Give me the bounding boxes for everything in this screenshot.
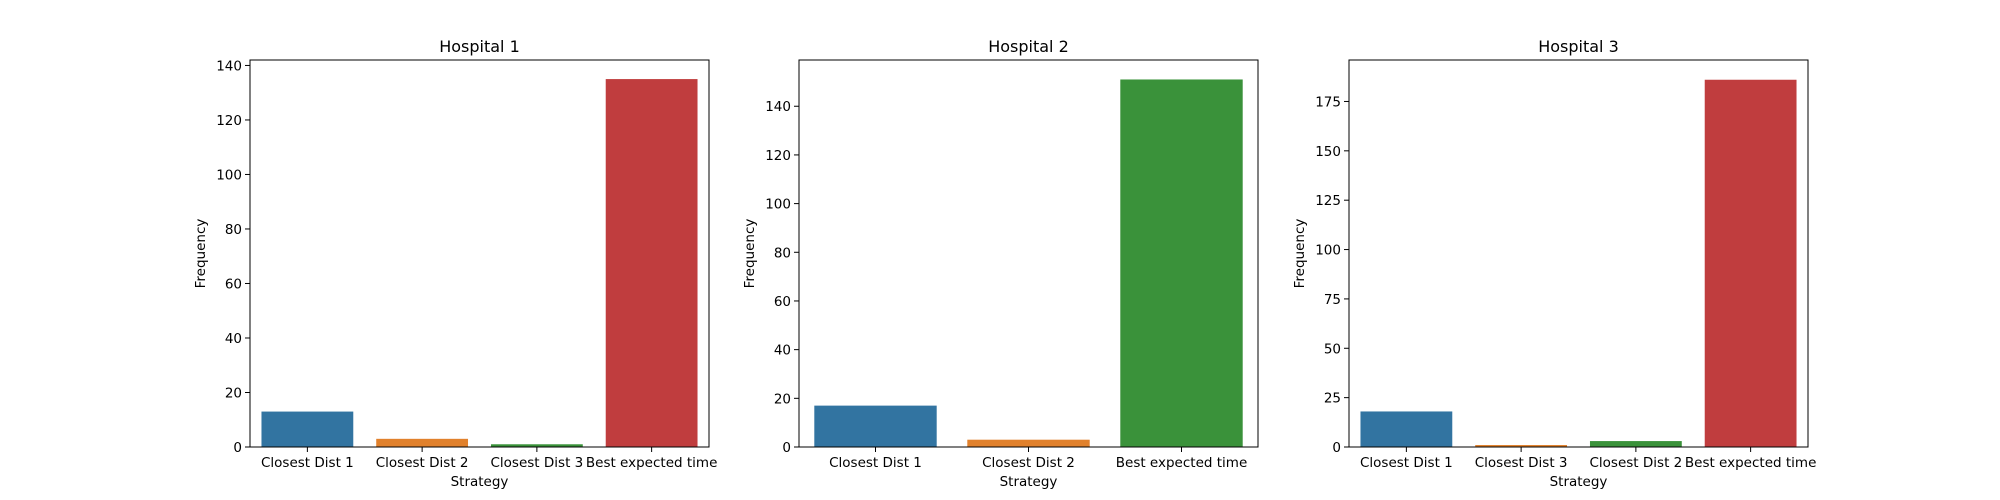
- y-tick-label: 50: [1324, 341, 1341, 357]
- axes-frame: [1348, 59, 1809, 448]
- bar-closest-dist-1: [814, 405, 937, 447]
- bar-closest-dist-2: [376, 438, 469, 447]
- x-tick-label: Closest Dist 3: [1475, 455, 1568, 471]
- chart-title: Hospital 3: [1538, 37, 1619, 56]
- bar-closest-dist-1: [261, 411, 354, 447]
- chart-panel-1: 0 20 40 60 80 100 120 140 Closest Dist 1 Closest …: [193, 37, 717, 490]
- bar-closest-dist-1: [1360, 411, 1453, 447]
- y-tick-label: 100: [1315, 243, 1341, 259]
- y-tick-label: 20: [774, 391, 791, 407]
- y-tick-label: 100: [216, 167, 242, 183]
- y-tick-label: 125: [1315, 193, 1341, 209]
- y-tick-label: 0: [782, 440, 791, 456]
- chart-panel-2: 0 20 40 60 80 100 120 140 Closest Dist 1 Closest …: [742, 37, 1259, 490]
- bar-closest-dist-2: [967, 439, 1090, 447]
- x-tick-label: Best expected time: [586, 455, 718, 471]
- y-tick-label: 60: [225, 276, 242, 292]
- x-axis-label: Strategy: [1000, 474, 1058, 490]
- y-tick-label: 175: [1315, 94, 1341, 110]
- chart-title: Hospital 1: [439, 37, 520, 56]
- bar-best-expected-time: [1704, 79, 1797, 447]
- y-tick-label: 75: [1324, 292, 1341, 308]
- x-tick-label: Best expected time: [1116, 455, 1248, 471]
- x-tick-label: Closest Dist 2: [982, 455, 1075, 471]
- bar-best-expected-time: [1120, 79, 1243, 448]
- y-tick-label: 150: [1315, 144, 1341, 160]
- axes-frame: [249, 59, 710, 448]
- y-axis-label: Frequency: [742, 219, 758, 289]
- y-tick-label: 140: [765, 99, 791, 115]
- bar-closest-dist-2: [1589, 441, 1682, 447]
- y-tick-label: 60: [774, 294, 791, 310]
- y-tick-label: 80: [774, 245, 791, 261]
- y-tick-label: 20: [225, 385, 242, 401]
- y-tick-label: 40: [774, 343, 791, 359]
- x-tick-label: Closest Dist 2: [1590, 455, 1683, 471]
- y-axis-label: Frequency: [193, 219, 209, 289]
- bar-closest-dist-3: [1475, 445, 1568, 447]
- y-tick-label: 120: [216, 113, 242, 129]
- x-tick-label: Best expected time: [1685, 455, 1817, 471]
- x-axis-label: Strategy: [1550, 474, 1608, 490]
- x-tick-label: Closest Dist 1: [1360, 455, 1453, 471]
- x-tick-label: Closest Dist 2: [376, 455, 469, 471]
- y-tick-label: 100: [765, 197, 791, 213]
- x-tick-label: Closest Dist 1: [829, 455, 922, 471]
- x-tick-label: Closest Dist 3: [491, 455, 584, 471]
- y-tick-label: 80: [225, 222, 242, 238]
- chart-panel-3: 0 25 50 75 100 125 150 175 Closest Dist 1 Closest…: [1292, 37, 1816, 490]
- y-tick-label: 140: [216, 58, 242, 74]
- y-tick-label: 0: [233, 440, 242, 456]
- bar-best-expected-time: [605, 79, 698, 448]
- chart-title: Hospital 2: [988, 37, 1069, 56]
- x-tick-label: Closest Dist 1: [261, 455, 354, 471]
- bar-closest-dist-3: [490, 444, 583, 447]
- y-tick-label: 120: [765, 148, 791, 164]
- x-axis-label: Strategy: [451, 474, 509, 490]
- y-tick-label: 40: [225, 331, 242, 347]
- y-tick-label: 0: [1332, 440, 1341, 456]
- y-tick-label: 25: [1324, 391, 1341, 407]
- y-axis-label: Frequency: [1292, 219, 1308, 289]
